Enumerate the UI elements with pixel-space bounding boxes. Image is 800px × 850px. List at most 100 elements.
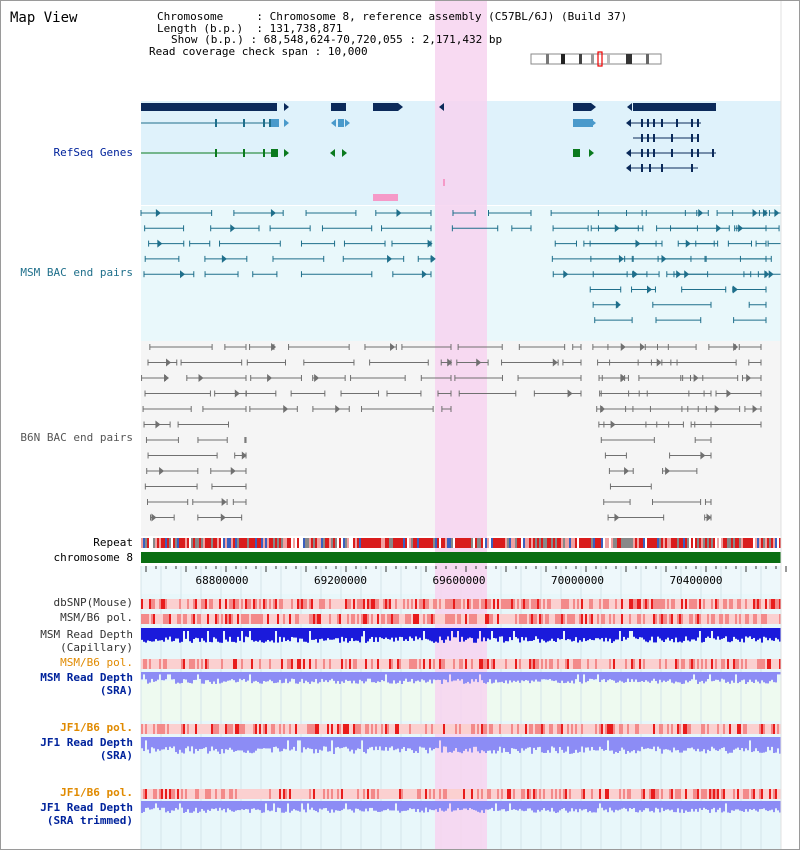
msm-bac-end-pairs-label[interactable]: MSM BAC end pairs — [20, 266, 133, 279]
depth-bar — [595, 737, 597, 751]
heat-cell — [335, 659, 337, 669]
depth-bar — [345, 801, 347, 804]
depth-bar — [569, 672, 571, 683]
refseq-genes-track[interactable] — [141, 103, 716, 201]
heat-cell — [767, 599, 769, 609]
depth-bar — [579, 801, 581, 809]
depth-bar — [257, 801, 259, 810]
heat-cell — [755, 789, 757, 799]
msm-bac-end-pairs-track[interactable] — [140, 209, 782, 324]
jf1-b6-pol-label-2[interactable]: JF1/B6 pol. — [60, 786, 133, 799]
heat-cell — [231, 614, 233, 624]
heat-cell — [235, 724, 237, 734]
heat-cell — [147, 789, 149, 799]
heat-cell — [299, 614, 301, 624]
depth-bar — [235, 737, 237, 752]
msm-read-depth-capillary-label[interactable]: MSM Read Depth (Capillary) — [40, 628, 133, 654]
depth-bar — [181, 737, 183, 753]
heat-cell — [259, 659, 261, 669]
heat-cell — [211, 724, 213, 734]
chromosome-ideogram[interactable] — [530, 51, 662, 67]
depth-bar — [513, 672, 515, 681]
msm-b6-pol-label-1[interactable]: MSM/B6 pol. — [60, 611, 133, 624]
jf1-b6-pol-track-1[interactable] — [141, 724, 781, 734]
heat-cell — [727, 614, 729, 624]
heat-cell — [755, 724, 757, 734]
heat-cell — [681, 724, 683, 734]
heat-cell — [461, 599, 463, 609]
repeat-bar — [207, 538, 209, 548]
depth-bar — [205, 801, 207, 813]
repeat-bar — [617, 538, 619, 548]
depth-bar — [465, 801, 467, 809]
depth-bar — [705, 628, 707, 638]
heat-cell — [277, 789, 279, 799]
heat-cell — [775, 599, 777, 609]
jf1-read-depth-sra-label[interactable]: JF1 Read Depth (SRA) — [40, 736, 133, 762]
dbsnp-track[interactable] — [141, 599, 781, 609]
depth-bar — [171, 737, 173, 749]
heat-cell — [449, 724, 451, 734]
heat-cell — [331, 724, 333, 734]
repeat-track[interactable] — [141, 538, 781, 548]
repeat-bar — [677, 538, 679, 548]
dbsnp-label[interactable]: dbSNP(Mouse) — [53, 596, 133, 609]
depth-bar — [331, 672, 333, 679]
heat-cell — [239, 659, 241, 669]
b6n-bac-end-pairs-track[interactable] — [141, 343, 762, 522]
heat-cell — [441, 659, 443, 669]
heat-cell — [467, 599, 469, 609]
depth-bar — [629, 672, 631, 683]
heat-cell — [621, 599, 623, 609]
msm-b6-pol-track-1[interactable] — [141, 614, 781, 624]
heat-cell — [315, 599, 317, 609]
heat-cell — [713, 724, 715, 734]
jf1-b6-pol-track-2[interactable] — [141, 789, 781, 799]
heat-cell — [213, 724, 215, 734]
depth-bar — [693, 737, 695, 750]
msm-b6-pol-label-2[interactable]: MSM/B6 pol. — [60, 656, 133, 669]
heat-cell — [569, 789, 571, 799]
jf1-read-depth-trimmed-label[interactable]: JF1 Read Depth (SRA trimmed) — [40, 801, 133, 827]
coordinate-axis: 68800000 69200000 69600000 70000000 70400000 — [145, 566, 787, 587]
heat-cell — [763, 614, 765, 624]
msm-read-depth-sra-label[interactable]: MSM Read Depth (SRA) — [40, 671, 133, 697]
heat-cell — [363, 659, 365, 669]
msm-read-depth-capillary-track[interactable] — [141, 628, 781, 643]
heat-cell — [513, 789, 515, 799]
repeat-bar — [463, 538, 465, 548]
jf1-read-depth-sra-track[interactable] — [141, 737, 781, 754]
depth-bar — [209, 628, 211, 642]
repeat-bar — [157, 538, 159, 548]
refseq-genes-label[interactable]: RefSeq Genes — [53, 146, 133, 159]
chromosome-track-label[interactable]: chromosome 8 — [53, 551, 133, 564]
msm-read-depth-sra-track[interactable] — [141, 672, 781, 684]
msm-b6-pol-track-2[interactable] — [141, 659, 781, 669]
depth-bar — [553, 801, 555, 812]
depth-bar — [525, 801, 527, 811]
depth-bar — [535, 628, 537, 637]
b6n-bac-end-pairs-label[interactable]: B6N BAC end pairs — [20, 431, 133, 444]
heat-cell — [237, 659, 239, 669]
heat-cell — [291, 599, 293, 609]
heat-cell — [235, 614, 237, 624]
heat-cell — [375, 599, 377, 609]
heat-cell — [677, 659, 679, 669]
depth-bar — [227, 801, 229, 809]
repeat-bar — [763, 538, 765, 548]
depth-bar — [351, 737, 353, 750]
chromosome-bar[interactable] — [141, 552, 781, 563]
heat-cell — [649, 599, 651, 609]
heat-cell — [775, 659, 777, 669]
depth-bar — [773, 628, 775, 641]
repeat-label[interactable]: Repeat — [93, 536, 133, 549]
depth-bar — [237, 628, 239, 637]
jf1-read-depth-trimmed-track[interactable] — [141, 801, 781, 813]
jf1-b6-pol-label-1[interactable]: JF1/B6 pol. — [60, 721, 133, 734]
heat-cell — [475, 659, 477, 669]
heat-cell — [397, 659, 399, 669]
depth-bar — [519, 737, 521, 753]
heat-cell — [451, 659, 453, 669]
heat-cell — [735, 659, 737, 669]
